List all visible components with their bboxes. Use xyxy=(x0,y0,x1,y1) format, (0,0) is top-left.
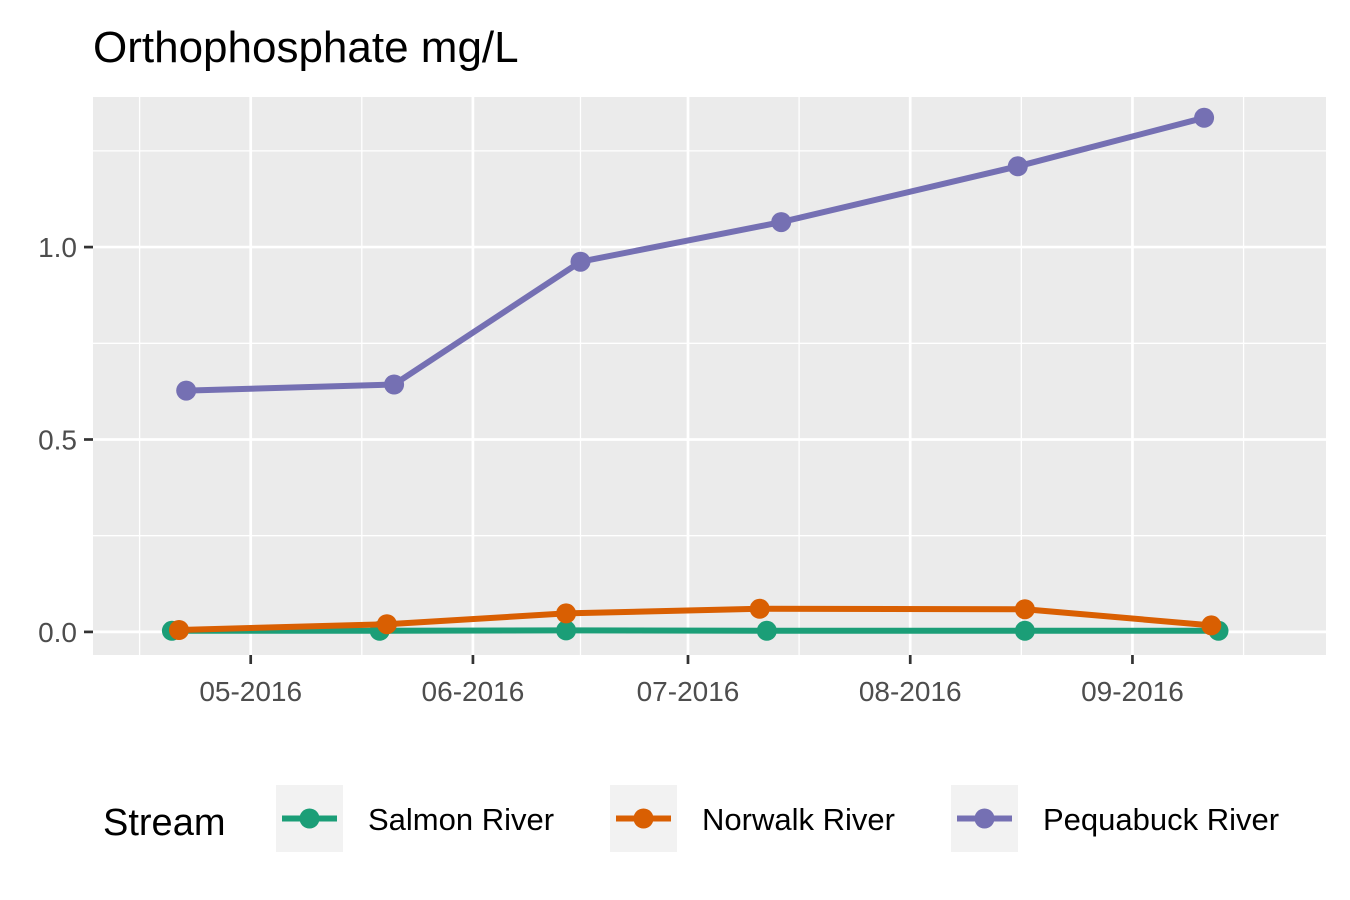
data-point-norwalk-river xyxy=(749,598,770,619)
data-point-norwalk-river xyxy=(169,620,189,640)
y-tick-label: 0.0 xyxy=(38,617,77,648)
legend: Stream Salmon River Norwalk River Pequabuc… xyxy=(103,785,1279,852)
legend-item-norwalk-river: Norwalk River xyxy=(610,785,895,852)
legend-items: Salmon River Norwalk River Pequabuck River xyxy=(276,785,1279,852)
series-line-norwalk-river xyxy=(178,605,1212,633)
data-point-pequabuck-river xyxy=(570,251,591,272)
legend-label-salmon-river: Salmon River xyxy=(368,802,554,837)
data-point-norwalk-river xyxy=(1201,615,1222,636)
legend-title: Stream xyxy=(103,802,225,844)
series-pequabuck-river xyxy=(176,107,1215,401)
y-axis: 0.0 0.5 1.0 xyxy=(38,232,93,648)
x-tick-label: 07-2016 xyxy=(637,676,740,707)
data-point-salmon-river xyxy=(556,620,577,641)
x-tick-label: 06-2016 xyxy=(422,676,525,707)
x-tick-label: 05-2016 xyxy=(199,676,302,707)
y-tick-label: 1.0 xyxy=(38,232,77,263)
data-point-pequabuck-river xyxy=(1007,156,1028,177)
plot-panel xyxy=(93,97,1326,655)
data-point-norwalk-river xyxy=(1014,599,1035,620)
legend-label-norwalk-river: Norwalk River xyxy=(702,802,895,837)
series-norwalk-river xyxy=(169,598,1222,640)
legend-key-point-norwalk-river xyxy=(633,808,654,829)
series-layer xyxy=(161,107,1229,641)
y-tick-label: 0.5 xyxy=(38,424,77,455)
series-line-pequabuck-river xyxy=(186,114,1205,394)
chart-title: Orthophosphate mg/L xyxy=(93,23,519,72)
data-point-salmon-river xyxy=(756,620,777,641)
x-axis: 05-2016 06-2016 07-2016 08-2016 09-2016 xyxy=(199,655,1184,707)
data-point-pequabuck-river xyxy=(384,374,405,395)
data-point-salmon-river xyxy=(1014,620,1035,641)
legend-key-point-salmon-river xyxy=(299,808,320,829)
legend-key-point-pequabuck-river xyxy=(974,808,995,829)
data-point-norwalk-river xyxy=(556,603,577,624)
data-point-pequabuck-river xyxy=(771,212,792,233)
legend-item-salmon-river: Salmon River xyxy=(276,785,554,852)
data-point-pequabuck-river xyxy=(1194,107,1215,128)
data-point-norwalk-river xyxy=(376,614,397,635)
grid-minor xyxy=(93,97,1326,655)
x-tick-label: 08-2016 xyxy=(859,676,962,707)
legend-item-pequabuck-river: Pequabuck River xyxy=(951,785,1279,852)
x-tick-label: 09-2016 xyxy=(1081,676,1184,707)
data-point-pequabuck-river xyxy=(176,380,197,401)
legend-label-pequabuck-river: Pequabuck River xyxy=(1043,802,1279,837)
